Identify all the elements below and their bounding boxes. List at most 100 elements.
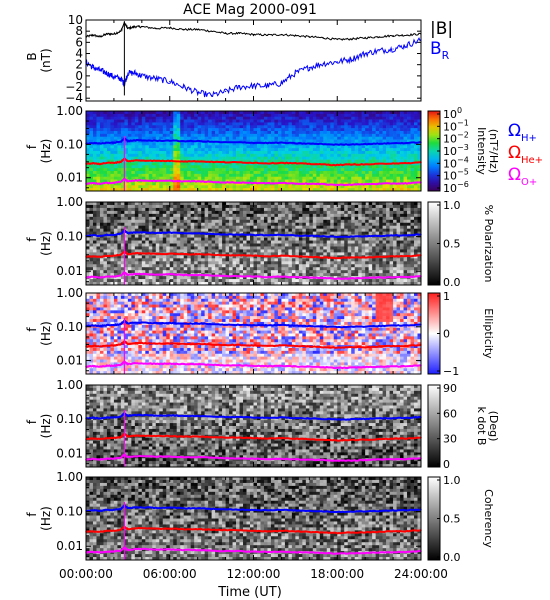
heatmap-cell <box>141 207 146 212</box>
gyrofreq-point <box>294 142 297 144</box>
heatmap-cell <box>173 125 178 129</box>
heatmap-cell <box>103 264 108 268</box>
heatmap-cell <box>183 119 188 123</box>
heatmap-cell <box>382 136 387 140</box>
heatmap-cell <box>166 243 171 247</box>
heatmap-cell <box>162 185 167 189</box>
heatmap-cell <box>103 207 108 212</box>
heatmap-cell <box>197 219 202 224</box>
heatmap-cell <box>159 225 164 229</box>
heatmap-cell <box>222 261 226 265</box>
heatmap-cell <box>162 222 167 227</box>
heatmap-cell <box>162 243 167 247</box>
heatmap-cell <box>246 225 251 229</box>
heatmap-cell <box>131 234 136 238</box>
heatmap-cell <box>89 179 94 183</box>
heatmap-cell <box>333 116 338 120</box>
heatmap-cell <box>312 243 317 247</box>
heatmap-cell <box>407 176 411 180</box>
heatmap-cell <box>229 249 233 253</box>
heatmap-cell <box>330 210 335 215</box>
heatmap-cell <box>326 246 331 250</box>
heatmap-cell <box>246 210 251 215</box>
heatmap-cell <box>298 273 303 277</box>
heatmap-cell <box>211 204 216 209</box>
heatmap-cell <box>148 173 153 178</box>
heatmap-cell <box>396 128 401 132</box>
heatmap-cell <box>256 125 261 129</box>
heatmap-cell <box>326 240 331 244</box>
heatmap-cell <box>159 131 164 135</box>
heatmap-cell <box>208 246 212 250</box>
heatmap-cell <box>393 119 397 123</box>
heatmap-cell <box>134 128 139 132</box>
heatmap-cell <box>176 261 181 265</box>
heatmap-cell <box>166 276 171 280</box>
heatmap-cell <box>354 159 359 163</box>
heatmap-cell <box>246 246 251 250</box>
heatmap-cell <box>417 162 422 166</box>
heatmap-cell <box>267 159 272 163</box>
heatmap-cell <box>337 128 342 132</box>
heatmap-cell <box>243 279 247 283</box>
heatmap-cell <box>243 139 247 143</box>
heatmap-cell <box>187 240 191 244</box>
heatmap-cell <box>131 116 136 120</box>
heatmap-cell <box>155 133 160 138</box>
heatmap-cell <box>291 111 296 115</box>
heatmap-cell <box>305 176 310 180</box>
heatmap-cell <box>232 228 237 232</box>
heatmap-cell <box>298 267 303 271</box>
heatmap-cell <box>201 128 205 132</box>
heatmap-cell <box>187 243 191 247</box>
heatmap-cell <box>326 153 331 158</box>
y-tick-label: 0.10 <box>56 137 83 151</box>
heatmap-cell <box>89 264 94 268</box>
heatmap-cell <box>134 182 139 186</box>
heatmap-cell <box>152 188 157 192</box>
heatmap-cell <box>368 165 373 169</box>
heatmap-cell <box>298 131 303 135</box>
heatmap-cell <box>169 216 174 221</box>
heatmap-cell <box>243 145 247 149</box>
heatmap-cell <box>263 165 268 169</box>
heatmap-cell <box>166 264 171 268</box>
heatmap-cell <box>288 185 293 189</box>
heatmap-cell <box>173 185 178 189</box>
heatmap-cell <box>260 113 265 118</box>
heatmap-cell <box>183 111 188 115</box>
heatmap-cell <box>375 119 380 123</box>
heatmap-cell <box>187 136 191 140</box>
heatmap-cell <box>201 136 205 140</box>
heatmap-cell <box>246 142 251 146</box>
heatmap-cell <box>166 204 171 209</box>
heatmap-cell <box>379 119 383 123</box>
heatmap-cell <box>239 171 244 175</box>
heatmap-cell <box>201 113 205 118</box>
heatmap-cell <box>229 270 233 274</box>
heatmap-cell <box>403 111 408 115</box>
heatmap-cell <box>239 270 244 274</box>
heatmap-cell <box>113 113 118 118</box>
heatmap-cell <box>92 204 97 209</box>
heatmap-cell <box>417 182 422 186</box>
heatmap-cell <box>124 204 129 209</box>
heatmap-cell <box>323 273 328 277</box>
heatmap-cell <box>211 228 216 232</box>
heatmap-cell <box>106 225 111 229</box>
heatmap-cell <box>284 207 289 212</box>
heatmap-cell <box>148 202 153 206</box>
heatmap-cell <box>326 207 331 212</box>
heatmap-cell <box>173 116 178 120</box>
heatmap-cell <box>211 165 216 169</box>
heatmap-cell <box>141 148 146 152</box>
heatmap-cell <box>379 111 383 115</box>
heatmap-cell <box>110 162 115 166</box>
heatmap-cell <box>215 240 219 244</box>
heatmap-cell <box>197 165 202 169</box>
heatmap-cell <box>218 282 223 286</box>
heatmap-cell <box>180 171 185 175</box>
heatmap-cell <box>145 145 150 149</box>
heatmap-cell <box>86 122 90 126</box>
heatmap-cell <box>232 231 237 235</box>
